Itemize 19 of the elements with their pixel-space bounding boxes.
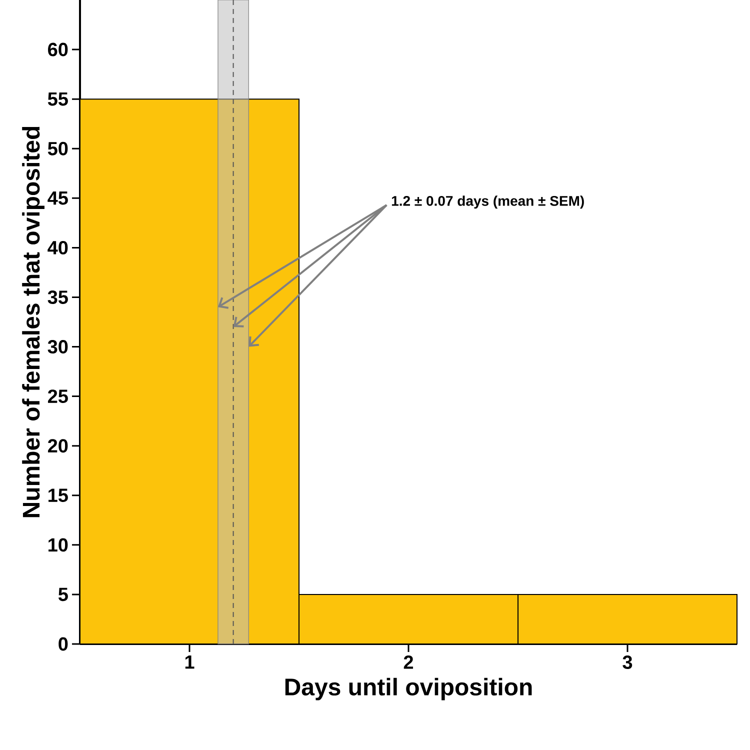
y-tick-label: 35	[48, 290, 68, 304]
y-tick-label: 5	[58, 588, 68, 602]
y-tick-label: 0	[58, 637, 68, 651]
y-axis-title: Number of females that oviposited	[22, 126, 44, 518]
x-tick-label: 1	[185, 656, 194, 669]
annotation: 1.2 ± 0.07 days (mean ± SEM)	[392, 196, 584, 209]
y-tick-label: 60	[48, 42, 68, 56]
x-tick-label: 3	[622, 656, 632, 670]
y-tick-label: 30	[48, 340, 68, 354]
x-tick-label: 2	[404, 656, 414, 669]
y-tick-label: 55	[48, 92, 68, 106]
y-tick-label: 40	[48, 240, 68, 254]
y-tick-label: 15	[48, 488, 68, 502]
y-tick-label: 50	[48, 142, 68, 156]
y-tick-label: 45	[48, 192, 68, 205]
x-axis-title: Days until oviposition	[285, 678, 532, 700]
y-tick-label: 25	[48, 390, 68, 404]
y-tick-label: 10	[48, 538, 68, 552]
y-tick-label: 20	[48, 439, 68, 453]
